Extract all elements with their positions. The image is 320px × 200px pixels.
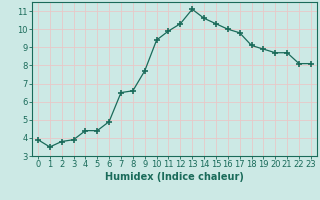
X-axis label: Humidex (Indice chaleur): Humidex (Indice chaleur) <box>105 172 244 182</box>
